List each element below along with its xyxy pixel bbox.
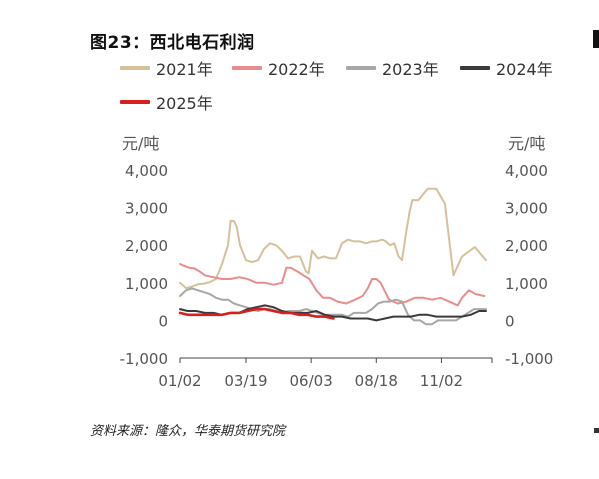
legend-swatch-2021 bbox=[120, 66, 150, 70]
x-tick-label: 06/03 bbox=[290, 372, 333, 390]
adjacent-figure-edge bbox=[593, 30, 599, 48]
y-tick-label-left: 1,000 bbox=[125, 275, 168, 293]
x-tick-label: 01/02 bbox=[158, 372, 201, 390]
y-unit-left: 元/吨 bbox=[122, 134, 160, 153]
y-tick-label-left: 0 bbox=[158, 312, 168, 330]
y-tick-label-right: 2,000 bbox=[505, 237, 548, 255]
legend-label-2023: 2023年 bbox=[382, 60, 439, 79]
series-line-2021 bbox=[179, 187, 487, 290]
x-tick-label: 11/02 bbox=[420, 372, 463, 390]
x-ticks: 01/02 03/19 06/03 08/18 11/02 bbox=[158, 358, 493, 390]
legend-item-2023: 2023年 bbox=[346, 56, 439, 80]
y-tick-label-right: 3,000 bbox=[505, 200, 548, 218]
y-tick-label-right: 0 bbox=[505, 312, 515, 330]
source-note: 资料来源：隆众，华泰期货研究院 bbox=[90, 424, 286, 439]
series-lines bbox=[178, 187, 487, 326]
y-tick-label-left: 4,000 bbox=[125, 162, 168, 180]
legend-item-2024: 2024年 bbox=[460, 56, 553, 80]
legend-swatch-2024 bbox=[460, 66, 490, 70]
y-ticks-left: 4,000 3,000 2,000 1,000 0 -1,000 bbox=[120, 162, 168, 368]
y-ticks-right: 4,000 3,000 2,000 1,000 0 -1,000 bbox=[505, 162, 553, 368]
series-line-2022 bbox=[179, 263, 486, 307]
x-tick-label: 08/18 bbox=[355, 372, 398, 390]
adjacent-text-edge bbox=[594, 428, 599, 433]
legend-label-2025: 2025年 bbox=[156, 94, 213, 113]
y-tick-label-left: -1,000 bbox=[120, 350, 168, 368]
y-tick-label-right: 4,000 bbox=[505, 162, 548, 180]
legend-swatch-2022 bbox=[232, 66, 262, 70]
x-tick-label: 03/19 bbox=[224, 372, 267, 390]
y-tick-label-right: 1,000 bbox=[505, 275, 548, 293]
legend-item-2021: 2021年 bbox=[120, 56, 213, 80]
y-unit-right: 元/吨 bbox=[508, 134, 546, 153]
legend-item-2022: 2022年 bbox=[232, 56, 325, 80]
series-line-2025 bbox=[178, 307, 335, 320]
y-tick-label-left: 2,000 bbox=[125, 237, 168, 255]
chart-title: 图23：西北电石利润 bbox=[90, 33, 255, 53]
legend-label-2022: 2022年 bbox=[268, 60, 325, 79]
legend-item-2025: 2025年 bbox=[120, 90, 213, 114]
legend-swatch-2023 bbox=[346, 66, 376, 70]
series-line-2023 bbox=[179, 287, 487, 326]
legend-swatch-2025 bbox=[120, 100, 150, 104]
legend-label-2024: 2024年 bbox=[496, 60, 553, 79]
legend-label-2021: 2021年 bbox=[156, 60, 213, 79]
y-tick-label-right: -1,000 bbox=[505, 350, 553, 368]
y-tick-label-left: 3,000 bbox=[125, 200, 168, 218]
